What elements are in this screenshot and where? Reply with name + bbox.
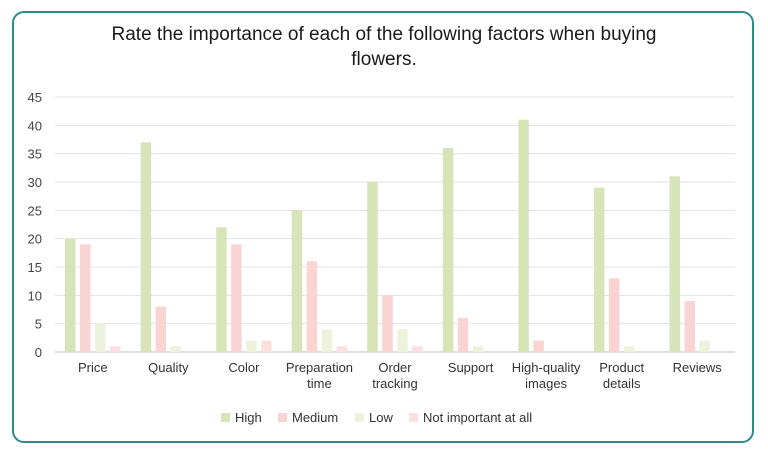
- y-tick-label: 40: [28, 118, 42, 133]
- y-tick-label: 15: [28, 260, 42, 275]
- x-category-label: Reviews: [673, 360, 723, 375]
- x-category-label: Support: [448, 360, 494, 375]
- bar-low: [246, 340, 257, 352]
- bar-high: [367, 182, 378, 352]
- legend-swatch: [221, 413, 230, 422]
- chart-title: Rate the importance of each of the follo…: [111, 24, 657, 70]
- chart-frame: [12, 11, 754, 443]
- bar-high: [291, 210, 303, 352]
- bar-not-important-at-all: [412, 346, 423, 352]
- y-tick-label: 35: [28, 147, 42, 162]
- bar-medium: [80, 244, 91, 352]
- bar-medium: [533, 340, 544, 352]
- y-tick-label: 10: [28, 288, 42, 303]
- bar-high: [442, 148, 454, 352]
- legend-label: Medium: [292, 410, 338, 425]
- x-category-label: High-quality: [512, 360, 581, 375]
- bar-not-important-at-all: [336, 346, 348, 352]
- bar-medium: [306, 261, 318, 352]
- legend-label: High: [235, 410, 262, 425]
- bar-low: [623, 346, 635, 352]
- x-category-label: Preparation: [286, 360, 353, 375]
- legend-label: Low: [369, 410, 393, 425]
- legend: High Medium Low Not important at all: [221, 410, 532, 425]
- bar-high: [140, 142, 152, 352]
- bar-medium: [155, 306, 167, 352]
- bar-not-important-at-all: [261, 340, 272, 352]
- x-category-label: images: [525, 376, 567, 391]
- x-category-label: Product: [599, 360, 644, 375]
- bar-high: [669, 176, 680, 352]
- x-category-label: Quality: [148, 360, 189, 375]
- y-axis-ticks: 0 5 10 15 20 25 30 35 40 45: [28, 90, 42, 360]
- bar-medium: [231, 244, 242, 352]
- y-tick-label: 20: [28, 232, 42, 247]
- x-category-label: time: [307, 376, 332, 391]
- bar-medium: [684, 301, 695, 352]
- bar-high: [65, 238, 76, 352]
- x-category-label: details: [603, 376, 641, 391]
- bar-medium: [457, 318, 469, 352]
- bar-low: [472, 346, 484, 352]
- bar-high: [518, 119, 529, 353]
- y-tick-label: 25: [28, 203, 42, 218]
- bar-low: [321, 329, 333, 352]
- bars: [65, 119, 710, 353]
- x-category-label: Price: [78, 360, 108, 375]
- x-category-label: tracking: [372, 376, 418, 391]
- x-category-label: Color: [228, 360, 260, 375]
- legend-label: Not important at all: [423, 410, 532, 425]
- bar-low: [699, 340, 710, 352]
- legend-swatch: [278, 413, 287, 422]
- bar-high: [593, 187, 605, 352]
- bar-medium: [382, 295, 393, 352]
- y-tick-label: 45: [28, 90, 42, 105]
- legend-swatch: [409, 413, 418, 422]
- bar-low: [170, 346, 182, 352]
- y-tick-label: 5: [35, 317, 42, 332]
- bar-medium: [608, 278, 620, 352]
- bar-low: [95, 323, 106, 352]
- y-tick-label: 30: [28, 175, 42, 190]
- y-tick-label: 0: [35, 345, 42, 360]
- legend-swatch: [355, 413, 364, 422]
- x-category-label: Order: [378, 360, 412, 375]
- gridlines: [55, 96, 735, 353]
- bar-low: [397, 329, 408, 352]
- bar-high: [216, 227, 227, 352]
- bar-not-important-at-all: [110, 346, 121, 352]
